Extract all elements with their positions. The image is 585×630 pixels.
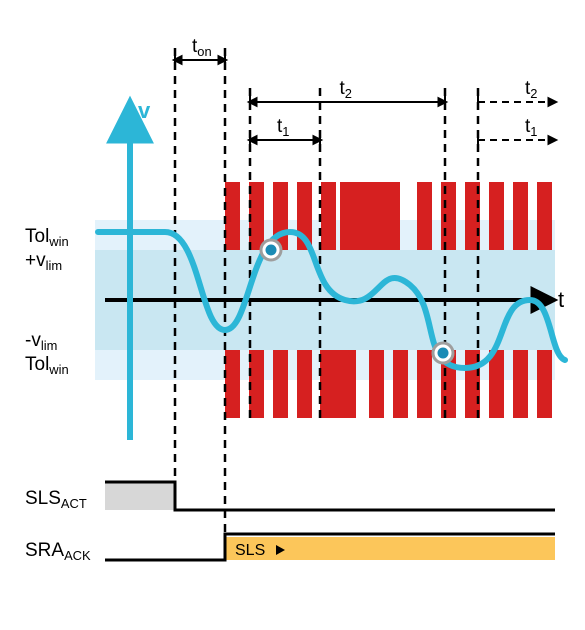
svg-text:Tolwin: Tolwin: [25, 354, 69, 377]
svg-text:t2: t2: [340, 78, 352, 101]
svg-text:t2: t2: [525, 78, 537, 101]
digital-signals: SLSACT SRAACK SLS: [25, 482, 555, 563]
svg-text:t1: t1: [277, 116, 289, 139]
svg-text:Tolwin: Tolwin: [25, 226, 69, 249]
svg-text:SRAACK: SRAACK: [25, 540, 91, 563]
svg-text:t: t: [558, 287, 564, 312]
svg-text:t1: t1: [525, 116, 537, 139]
svg-text:SLS: SLS: [235, 542, 265, 559]
y-axis-labels: Tolwin+vlim-vlimTolwin: [25, 226, 69, 377]
svg-text:SLSACT: SLSACT: [25, 488, 87, 511]
time-annotations: ton t2 t1 t2 t1: [175, 36, 555, 148]
svg-text:ton: ton: [192, 36, 212, 59]
svg-text:-vlim: -vlim: [25, 330, 57, 353]
svg-text:v: v: [138, 98, 151, 123]
svg-text:+vlim: +vlim: [25, 250, 62, 273]
